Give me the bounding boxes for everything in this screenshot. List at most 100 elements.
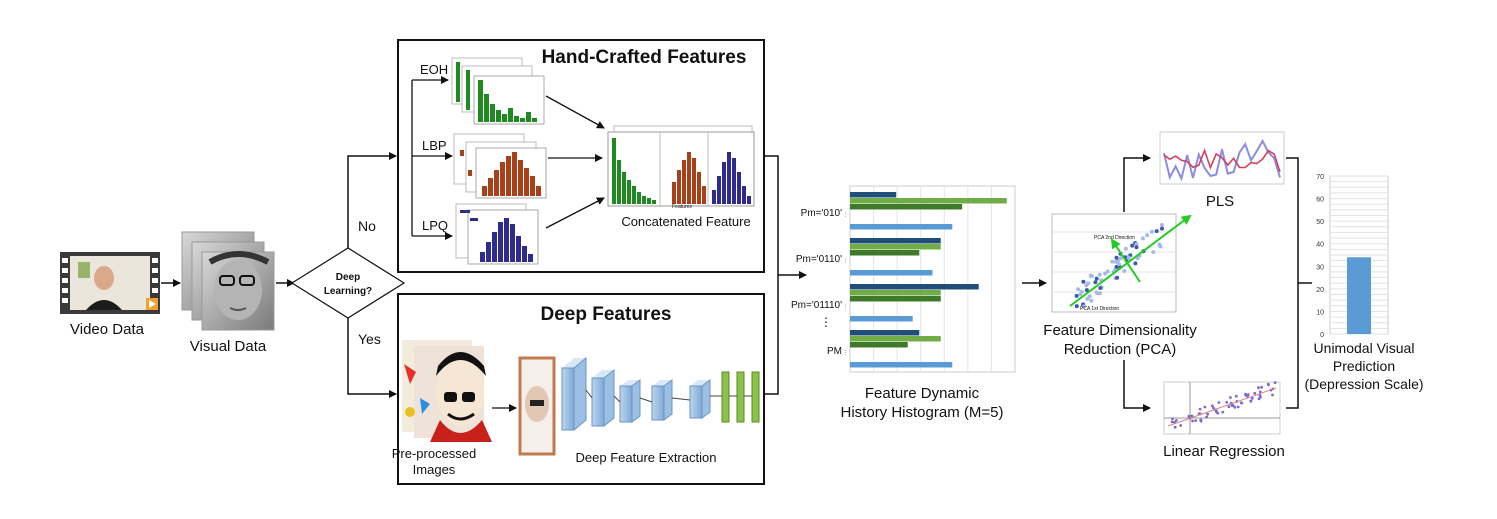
prediction-label-line3: (Depression Scale) <box>1304 376 1423 392</box>
fdhh-label-line2: History Histogram (M=5) <box>841 404 1004 421</box>
fdhh-label-line1: Feature Dynamic <box>865 385 980 402</box>
pca-2nd-direction-label: PCA 2nd Direction <box>1094 235 1135 241</box>
lr-point <box>1233 405 1237 409</box>
arrow-pca-to-pls <box>1123 154 1151 212</box>
concatenated-feature-label: Concatenated Feature <box>621 214 750 229</box>
lr-point <box>1257 397 1261 401</box>
pca-point <box>1114 264 1119 269</box>
video-data-label: Video Data <box>70 321 145 338</box>
lr-point <box>1198 407 1202 411</box>
pca-point <box>1086 281 1091 286</box>
lr-point <box>1170 420 1174 424</box>
decision-line2: Learning? <box>324 286 372 297</box>
fdhh-bar <box>850 362 953 368</box>
pca-point <box>1130 243 1135 248</box>
lr-point <box>1199 419 1203 423</box>
deep-feature-extraction-label: Deep Feature Extraction <box>576 450 717 465</box>
fdhh-bar <box>850 330 920 336</box>
lr-point <box>1175 419 1178 422</box>
face-stack <box>181 231 275 331</box>
pca-point <box>1076 287 1081 292</box>
concatenated-histogram <box>607 125 755 207</box>
pls-plot <box>1159 131 1285 185</box>
features-axis-caption: Features <box>672 204 692 210</box>
arrow-yes-branch <box>347 318 397 398</box>
lr-point <box>1190 414 1194 418</box>
fdhh-bar <box>850 250 920 256</box>
lbp-histogram <box>453 133 547 199</box>
linear-regression-label: Linear Regression <box>1163 443 1285 460</box>
pca-point <box>1079 289 1084 294</box>
prediction-tick-label: 40 <box>1316 242 1324 249</box>
pca-1st-direction-arrow <box>1069 214 1192 307</box>
prediction-tick-label: 50 <box>1316 219 1324 226</box>
pls-line-b <box>1163 148 1281 173</box>
pca-point <box>1081 279 1086 284</box>
pca-scatter <box>1051 213 1192 313</box>
fdhh-bar <box>850 290 941 296</box>
lr-point <box>1229 396 1232 399</box>
preprocessed-label-line1: Pre-processed <box>392 446 477 461</box>
pca-point <box>1097 272 1102 277</box>
fdhh-bar <box>850 284 979 290</box>
prediction-tick-label: 70 <box>1316 174 1324 181</box>
fdhh-bar <box>850 244 941 250</box>
pca-point <box>1154 229 1159 234</box>
pca-point <box>1126 256 1131 261</box>
lr-point <box>1215 410 1218 414</box>
pca-point <box>1103 271 1108 276</box>
lr-point <box>1234 394 1238 398</box>
fdhh-pattern-label: Pm='0110' <box>796 254 842 265</box>
preprocessed-images <box>402 340 492 442</box>
deep-features-box <box>397 293 765 485</box>
lr-point <box>1246 393 1250 396</box>
lr-point <box>1173 425 1177 429</box>
prediction-tick-label: 30 <box>1316 264 1324 271</box>
fdhh-dots: ⋮ <box>843 258 848 264</box>
pca-2nd-direction-arrow <box>1110 238 1141 283</box>
fdhh-bar <box>850 342 908 348</box>
cnn-diagram <box>518 356 760 456</box>
preprocessed-label-line2: Images <box>413 462 456 477</box>
lr-point <box>1217 401 1221 404</box>
pca-point <box>1088 273 1093 278</box>
lr-point <box>1249 399 1253 403</box>
lr-point <box>1212 406 1215 410</box>
prediction-label-line2: Prediction <box>1333 358 1395 374</box>
lr-point <box>1257 386 1260 390</box>
prediction-tick-label: 60 <box>1316 197 1324 204</box>
pca-point <box>1084 288 1089 293</box>
lr-point <box>1273 381 1277 384</box>
fdhh-vertical-ellipsis: ⋮ <box>820 315 832 329</box>
prediction-bar <box>1347 257 1371 334</box>
prediction-tick-label: 20 <box>1316 287 1324 294</box>
linear-regression-plot <box>1163 381 1281 435</box>
lr-point <box>1244 393 1248 397</box>
lr-point <box>1191 419 1194 423</box>
pca-point <box>1115 275 1120 280</box>
fdhh-bar <box>850 336 941 342</box>
lr-point <box>1210 404 1214 408</box>
fdhh-pattern-label: PM <box>827 346 842 357</box>
fdhh-bar <box>850 316 913 322</box>
fdhh-pattern-label: Pm='01110' <box>791 300 842 311</box>
lpq-label: LPQ <box>422 218 448 233</box>
lr-point <box>1258 393 1262 397</box>
fdhh-bar <box>850 198 1007 204</box>
decision-diamond <box>290 247 406 319</box>
lr-point <box>1253 391 1257 395</box>
lbp-label: LBP <box>422 138 447 153</box>
pca-point <box>1149 229 1154 234</box>
pca-point <box>1122 269 1127 273</box>
lpq-histogram <box>455 203 539 265</box>
lr-point <box>1267 383 1270 387</box>
eoh-histogram <box>451 57 545 125</box>
pca-point <box>1157 242 1162 247</box>
fdhh-bar <box>850 224 953 230</box>
pca-point <box>1093 280 1098 285</box>
lr-point <box>1260 385 1263 389</box>
prediction-tick-label: 0 <box>1320 332 1324 339</box>
pca-point <box>1089 298 1094 303</box>
pca-1st-direction-label: PCA 1st Direction <box>1080 306 1119 312</box>
